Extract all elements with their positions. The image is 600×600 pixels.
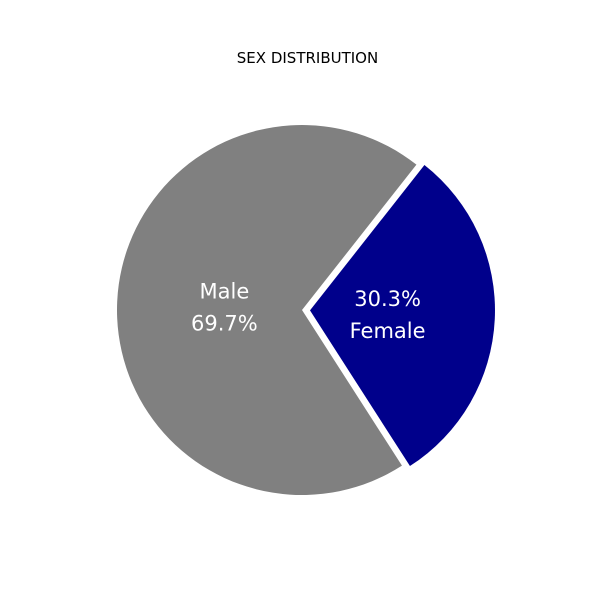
chart-title: SEX DISTRIBUTION [236, 49, 379, 67]
slice-name-label-female: Female [350, 319, 426, 343]
slice-name-label-male: Male [200, 279, 250, 303]
slice-pct-label-female: 30.3% [354, 287, 421, 311]
pie-slice-female [309, 165, 495, 467]
slice-pct-label-male: 69.7% [191, 311, 258, 335]
pie-slice-male [116, 124, 417, 495]
